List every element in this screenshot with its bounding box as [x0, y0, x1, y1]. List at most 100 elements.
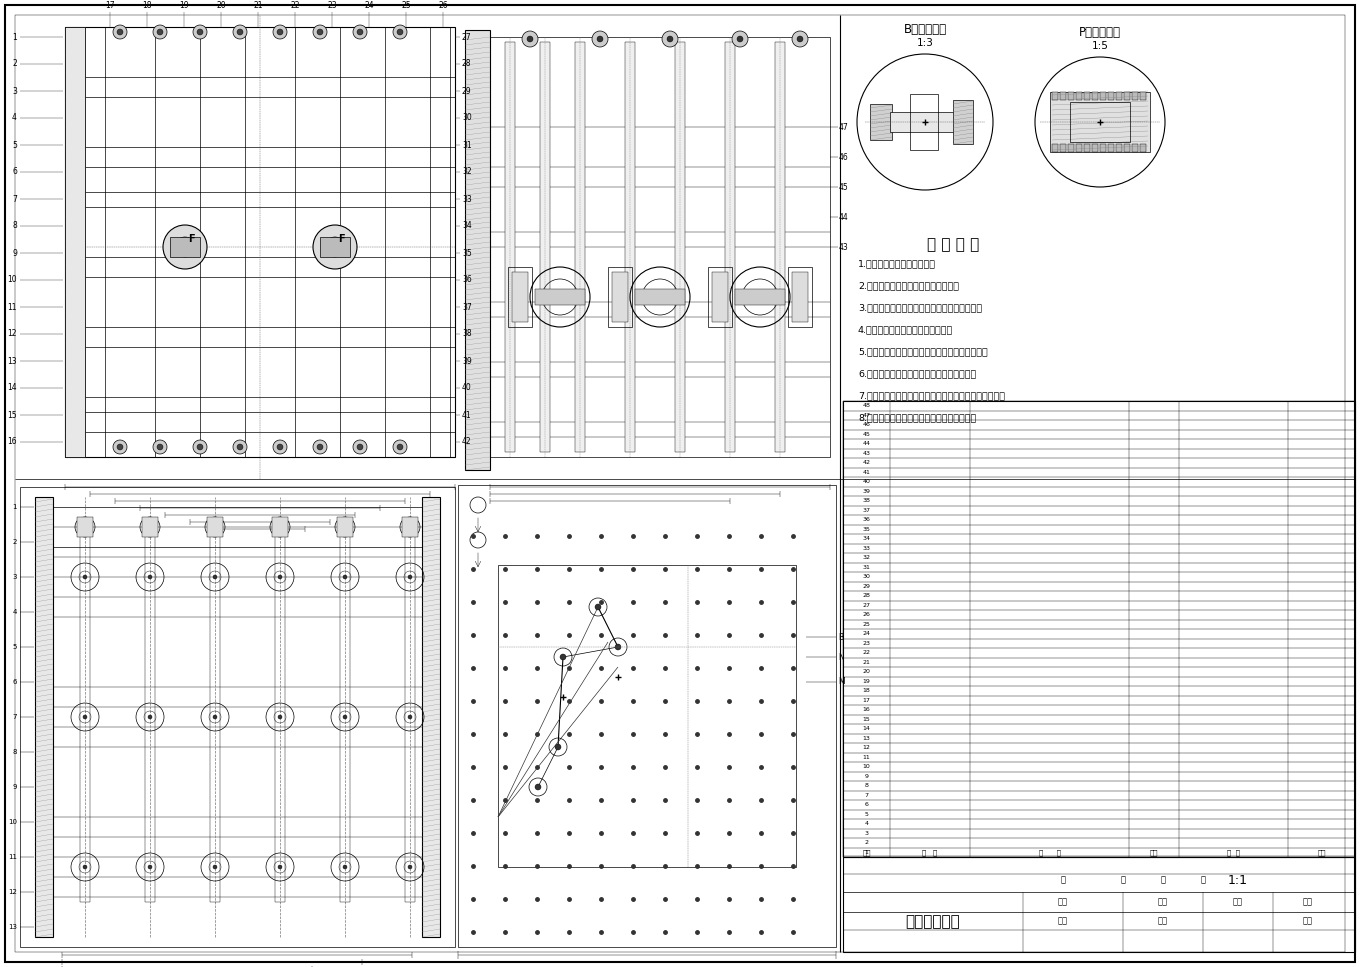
Text: 27: 27 — [462, 33, 472, 42]
Text: 6: 6 — [12, 679, 16, 685]
Circle shape — [393, 25, 407, 39]
Text: 材  料: 材 料 — [1227, 849, 1240, 856]
Bar — [505, 42, 515, 452]
Text: 19: 19 — [862, 679, 870, 684]
Text: 3: 3 — [12, 574, 16, 580]
Text: 7: 7 — [12, 194, 16, 203]
Bar — [1132, 92, 1138, 100]
Text: 审核: 审核 — [1157, 897, 1168, 906]
Bar — [458, 485, 836, 947]
Text: 21: 21 — [253, 1, 262, 10]
Text: F: F — [188, 234, 194, 244]
Text: 47: 47 — [862, 413, 870, 418]
Circle shape — [797, 36, 802, 42]
Text: 1: 1 — [12, 33, 16, 42]
Text: 28: 28 — [462, 60, 472, 69]
Bar — [80, 532, 90, 902]
Bar — [612, 272, 628, 322]
Bar — [1108, 92, 1114, 100]
Text: 名      称: 名 称 — [1039, 849, 1061, 856]
Bar — [1068, 92, 1074, 100]
Circle shape — [83, 865, 87, 869]
Text: 3: 3 — [12, 86, 16, 96]
Bar — [725, 42, 734, 452]
Bar — [1092, 144, 1098, 152]
Circle shape — [233, 440, 248, 454]
Circle shape — [597, 36, 602, 42]
Text: 11: 11 — [862, 755, 870, 760]
Text: 3.装配过程中零件不允许空、碎、划伤和锈蓝。: 3.装配过程中零件不允许空、碎、划伤和锈蓝。 — [858, 303, 982, 312]
Circle shape — [354, 440, 367, 454]
Circle shape — [313, 225, 356, 269]
Circle shape — [732, 31, 748, 47]
Text: 12: 12 — [8, 889, 16, 895]
Bar — [65, 27, 456, 457]
Bar — [1068, 144, 1074, 152]
Bar — [870, 104, 892, 140]
Bar — [20, 487, 456, 947]
Circle shape — [148, 865, 152, 869]
Circle shape — [555, 292, 564, 302]
Text: 47: 47 — [839, 123, 849, 132]
Bar — [608, 267, 632, 327]
Text: 设计: 设计 — [1058, 897, 1068, 906]
Text: 33: 33 — [462, 194, 472, 203]
Circle shape — [408, 865, 412, 869]
Text: 4.粘接后应清除溢出的多余粘接剂。: 4.粘接后应清除溢出的多余粘接剂。 — [858, 325, 953, 334]
Text: 28: 28 — [862, 593, 870, 599]
Bar — [170, 237, 200, 257]
Text: 1:5: 1:5 — [1092, 41, 1108, 51]
Circle shape — [163, 225, 207, 269]
Text: 19: 19 — [180, 1, 189, 10]
Text: 5.组装前严格检查并清除零件加工时残留的倒角、: 5.组装前严格检查并清除零件加工时残留的倒角、 — [858, 347, 987, 356]
Text: 8.装配滚动轴承允许采用机油加热进行热装。: 8.装配滚动轴承允许采用机油加热进行热装。 — [858, 413, 976, 422]
Bar — [53, 507, 422, 547]
Text: 13: 13 — [7, 357, 16, 366]
Bar — [534, 289, 585, 305]
Text: B局部放大图: B局部放大图 — [903, 23, 947, 36]
Text: 12: 12 — [8, 330, 16, 338]
Text: 29: 29 — [462, 86, 472, 96]
Text: 张: 张 — [1201, 875, 1205, 885]
Circle shape — [397, 444, 403, 450]
Text: 数量: 数量 — [1303, 917, 1312, 925]
Circle shape — [596, 604, 601, 610]
Bar — [1053, 144, 1058, 152]
Circle shape — [197, 444, 203, 450]
Text: 34: 34 — [462, 221, 472, 230]
Circle shape — [83, 575, 87, 579]
Text: 14: 14 — [7, 384, 16, 393]
Bar — [1140, 144, 1146, 152]
Circle shape — [666, 36, 673, 42]
Text: 13: 13 — [862, 736, 870, 741]
Circle shape — [755, 292, 764, 302]
Circle shape — [408, 575, 412, 579]
Text: 32: 32 — [462, 167, 472, 177]
Text: 1:1: 1:1 — [1228, 873, 1248, 887]
Text: 17: 17 — [105, 1, 114, 10]
Text: 13: 13 — [8, 924, 16, 930]
Circle shape — [152, 25, 167, 39]
Bar — [422, 497, 441, 937]
Text: 42: 42 — [462, 437, 472, 447]
Text: 27: 27 — [862, 602, 870, 607]
Bar — [1084, 144, 1089, 152]
Text: 7: 7 — [865, 793, 869, 798]
Text: 16: 16 — [7, 437, 16, 447]
Text: 24: 24 — [862, 631, 870, 636]
Text: 33: 33 — [862, 545, 870, 551]
Bar — [787, 267, 812, 327]
Circle shape — [148, 575, 152, 579]
Circle shape — [214, 575, 218, 579]
Bar — [275, 532, 286, 902]
Circle shape — [317, 29, 324, 35]
Text: 46: 46 — [839, 153, 849, 161]
Text: 2: 2 — [865, 840, 869, 845]
Bar — [953, 100, 972, 144]
Circle shape — [528, 36, 533, 42]
Text: 20: 20 — [862, 669, 870, 674]
Text: 1: 1 — [12, 504, 16, 510]
Text: 第: 第 — [1160, 875, 1166, 885]
Text: 41: 41 — [462, 411, 472, 420]
Bar — [35, 497, 53, 937]
